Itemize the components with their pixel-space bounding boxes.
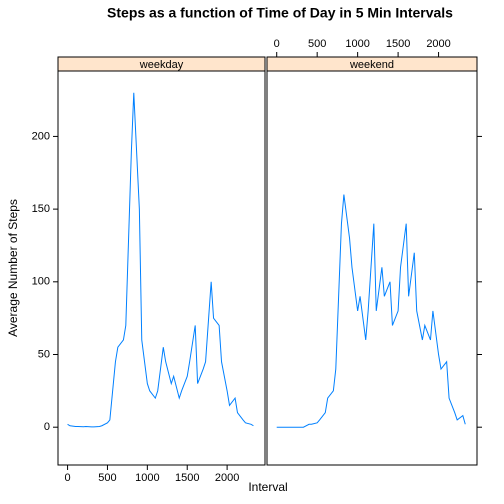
strip-label: weekday — [139, 59, 184, 71]
x-tick-label: 500 — [98, 472, 116, 484]
strip-label: weekend — [349, 59, 394, 71]
panel — [266, 70, 478, 466]
panel — [57, 70, 266, 466]
x-axis-label: Interval — [248, 480, 287, 494]
x-tick-label: 2000 — [426, 38, 450, 50]
data-line — [67, 92, 254, 428]
y-tick-label: 100 — [32, 276, 50, 288]
y-tick-label: 150 — [32, 203, 50, 215]
x-tick-label: 1500 — [175, 472, 199, 484]
x-tick-label: 0 — [274, 38, 280, 50]
x-tick-label: 1000 — [135, 472, 159, 484]
data-line — [276, 194, 466, 428]
x-tick-label: 500 — [308, 38, 326, 50]
chart-title: Steps as a function of Time of Day in 5 … — [107, 5, 453, 21]
y-tick-label: 50 — [38, 348, 50, 360]
x-tick-label: 0 — [65, 472, 71, 484]
x-tick-label: 1500 — [386, 38, 410, 50]
x-tick-label: 1000 — [345, 38, 369, 50]
y-axis-label: Average Number of Steps — [6, 199, 20, 337]
y-tick-label: 0 — [44, 421, 50, 433]
y-tick-label: 200 — [32, 130, 50, 142]
x-tick-label: 2000 — [215, 472, 239, 484]
